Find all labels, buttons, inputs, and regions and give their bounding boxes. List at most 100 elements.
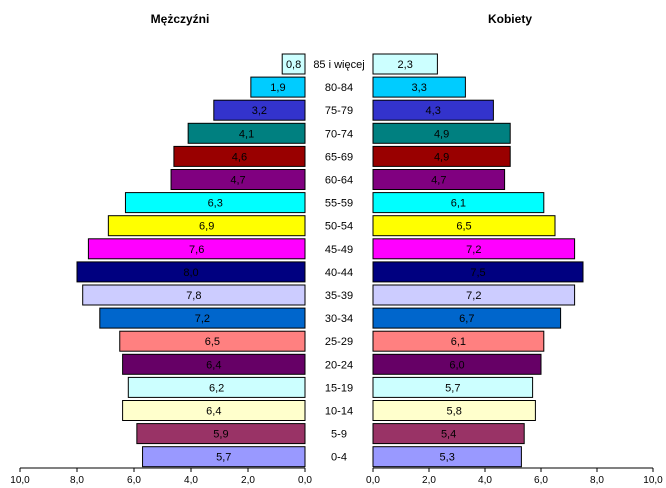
bar-women (372, 400, 536, 421)
men-bars-group: 0,81,93,2 4,1 4,6 4,7 6,3 6,9 7,6 8,0 7,8 7,2 6,5 6… (76, 53, 306, 468)
women-bars-group: 2,3 3,3 4,3 4,9 4,9 4,7 6,1 6,5 7,2 7,5 7,2 6,7 6,1 6… (372, 53, 584, 468)
age-group-label: 70-74 (325, 128, 353, 140)
age-group-label: 45-49 (325, 244, 353, 256)
age-group-label: 20-24 (325, 359, 353, 371)
bar-women (372, 145, 511, 167)
x-tick-label-left: 6,0 (127, 475, 141, 486)
x-tick-label-left: 0,0 (298, 475, 312, 486)
bar-label-men: 0,8 (286, 59, 301, 71)
age-group-label: 55-59 (325, 198, 353, 210)
x-tick-label-left: 8,0 (70, 475, 84, 486)
bar-women (372, 76, 466, 98)
bar-label-women: 7,2 (466, 290, 481, 302)
bar-label-men: 5,9 (213, 429, 228, 441)
x-tick-label-left: 2,0 (241, 475, 255, 486)
bar-label-men: 8,0 (183, 267, 198, 279)
bar-women (372, 376, 534, 398)
age-group-label: 80-84 (325, 82, 353, 94)
bar-men (250, 76, 306, 98)
bar-label-women: 6,5 (456, 221, 471, 233)
x-tick-label-right: 6,0 (534, 475, 548, 486)
age-group-label: 35-39 (325, 290, 353, 302)
bar-women (372, 446, 522, 468)
bar-label-women: 6,7 (459, 313, 474, 325)
bar-label-men: 4,6 (232, 151, 247, 163)
age-group-label: 40-44 (325, 267, 353, 279)
bar-women (372, 215, 556, 237)
bar-men (99, 307, 306, 329)
bar-men (173, 145, 306, 167)
bar-label-women: 4,3 (426, 105, 441, 117)
bar-women (372, 53, 438, 75)
bar-men (187, 122, 306, 144)
bar-women (372, 122, 511, 144)
bar-men (213, 99, 306, 121)
bar-men (127, 376, 306, 398)
age-group-label: 10-14 (325, 406, 353, 418)
bar-label-women: 5,7 (445, 382, 460, 394)
bar-label-women: 2,3 (398, 59, 413, 71)
bar-label-women: 6,0 (449, 359, 464, 371)
bar-label-men: 6,3 (208, 198, 223, 210)
bar-label-women: 4,9 (434, 128, 449, 140)
bar-women (372, 192, 545, 214)
bar-label-men: 6,4 (206, 406, 221, 418)
bar-women (372, 169, 506, 190)
age-group-label: 30-34 (325, 313, 353, 325)
bar-label-women: 6,1 (451, 336, 466, 348)
bar-men (281, 53, 306, 75)
bar-women (372, 284, 576, 306)
bar-women (372, 330, 545, 352)
x-tick-label-left: 4,0 (184, 475, 198, 486)
bar-women (372, 353, 542, 375)
bar-label-men: 1,9 (270, 82, 285, 94)
x-axis-ticks-group: 10,0 8,0 6,0 4,0 2,0 0,0 0,0 2,0 4,0 6,0 8,0 10,0 (10, 468, 663, 486)
age-group-label: 5-9 (331, 429, 347, 441)
title-men: Mężczyźni (151, 12, 210, 26)
bar-label-men: 7,2 (195, 313, 210, 325)
title-women: Kobiety (488, 12, 532, 26)
bar-label-men: 7,6 (189, 244, 204, 256)
bar-label-women: 4,7 (431, 175, 446, 187)
bar-label-women: 4,9 (434, 151, 449, 163)
bar-women (372, 99, 494, 121)
bar-label-men: 4,7 (230, 175, 245, 187)
bar-men (76, 261, 306, 283)
x-tick-label-right: 4,0 (478, 475, 492, 486)
age-group-label: 85 i więcej (313, 59, 364, 71)
bar-women (372, 238, 576, 260)
bar-men (87, 238, 306, 260)
bar-label-men: 6,5 (205, 336, 220, 348)
bar-men (107, 215, 306, 237)
bar-label-men: 5,7 (216, 452, 231, 464)
x-tick-label-left: 10,0 (10, 475, 30, 486)
age-group-label: 0-4 (331, 452, 347, 464)
bar-label-women: 5,4 (441, 429, 456, 441)
bar-label-women: 6,1 (451, 198, 466, 210)
bar-label-men: 6,9 (199, 221, 214, 233)
x-tick-label-right: 10,0 (643, 475, 663, 486)
bar-women (372, 307, 562, 329)
bar-label-men: 6,2 (209, 382, 224, 394)
bar-label-women: 7,2 (466, 244, 481, 256)
bar-label-women: 5,8 (447, 406, 462, 418)
bar-men (124, 192, 306, 214)
bar-men (170, 169, 306, 190)
bar-label-men: 7,8 (186, 290, 201, 302)
bar-women (372, 423, 525, 445)
bar-label-women: 7,5 (470, 267, 485, 279)
bar-label-men: 3,2 (252, 105, 267, 117)
x-tick-label-right: 0,0 (366, 475, 380, 486)
bar-men (136, 423, 306, 445)
x-tick-label-right: 8,0 (590, 475, 604, 486)
bar-label-men: 6,4 (206, 359, 221, 371)
bar-men (82, 284, 306, 306)
age-group-label: 75-79 (325, 105, 353, 117)
age-labels-group: 85 i więcej 80-84 75-79 70-74 65-69 60-64 55-5… (313, 59, 364, 464)
x-tick-label-right: 2,0 (422, 475, 436, 486)
bar-men (119, 330, 306, 352)
bar-women (372, 261, 584, 283)
bar-men (142, 446, 306, 468)
age-group-label: 50-54 (325, 221, 353, 233)
